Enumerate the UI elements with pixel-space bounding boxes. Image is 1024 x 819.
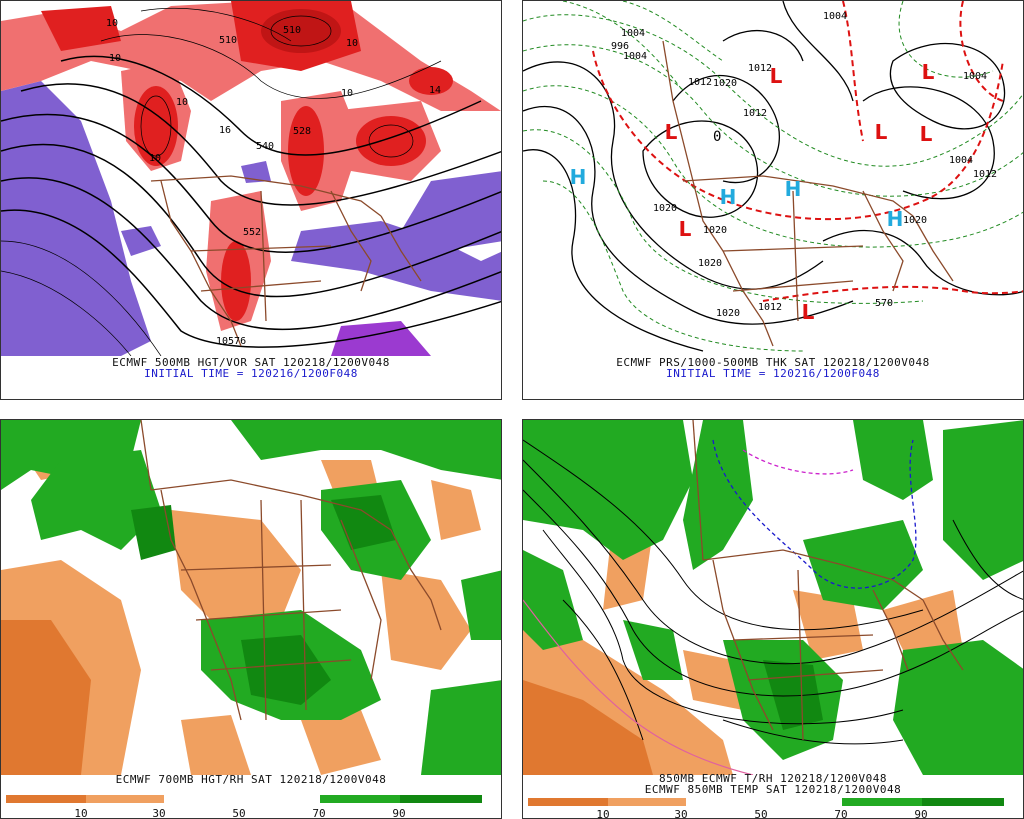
colorbar-segment: [6, 795, 86, 803]
low-pressure-marker: L: [922, 60, 935, 84]
colorbar-tick: 30: [674, 808, 688, 819]
map-850mb: [523, 420, 1023, 775]
high-pressure-marker: H: [785, 177, 802, 201]
colorbar-segment: [608, 798, 686, 806]
colorbar-tick: 10: [74, 807, 88, 819]
init-time: INITIAL TIME = 120216/1200F048: [144, 367, 358, 380]
contour-label: 10: [346, 38, 358, 49]
contour-label: 14: [429, 85, 441, 96]
low-pressure-marker: L: [770, 64, 783, 88]
high-pressure-marker: H: [570, 165, 587, 189]
isobar-label: 996: [611, 41, 629, 52]
colorbar-segment: [528, 798, 608, 806]
panel-title: ECMWF 700MB HGT/RH SAT 120218/1200V048: [115, 773, 387, 786]
panel-title: 850MB ECMWF T/RH 120218/1200V048: [659, 772, 887, 785]
isobar-label: 1020: [903, 215, 927, 226]
isobar-label: 1004: [623, 51, 647, 62]
panel-500mb-vorticity: 10 10 510 510 10 10 10 16 540 528 552 10…: [0, 0, 502, 400]
panel-mslp-thickness: H H H H L L L L L L L 996 1004 1012 1012…: [522, 0, 1024, 400]
contour-label: 528: [293, 126, 311, 137]
colorbar-segment: [164, 795, 320, 803]
isobar-label: 1004: [949, 155, 973, 166]
contour-label: 540: [256, 141, 274, 152]
panel-850mb-temp-rh: 850MB ECMWF T/RH 120218/1200V048 ECMWF 8…: [522, 419, 1024, 819]
isobar-label: 1020: [716, 308, 740, 319]
map-700mb: [1, 420, 501, 775]
panel-title: ECMWF PRS/1000-500MB THK SAT 120218/1200…: [616, 356, 930, 369]
colorbar-tick: 90: [914, 808, 928, 819]
low-pressure-marker: L: [875, 120, 888, 144]
colorbar-tick: 70: [312, 807, 326, 819]
thickness-label: 570: [875, 298, 893, 309]
contour-label: 10: [149, 153, 161, 164]
isobar-label: 1004: [963, 71, 987, 82]
colorbar-tick: 30: [152, 807, 166, 819]
map-mslp: H H H H L L L L L L L 996 1004 1012 1012…: [523, 1, 1023, 356]
low-pressure-marker: L: [920, 122, 933, 146]
contour-label: 510: [219, 35, 237, 46]
isobar-label: 1020: [698, 258, 722, 269]
contour-label: 10: [106, 18, 118, 29]
contour-label: 10576: [216, 336, 246, 347]
contour-label: 552: [243, 227, 261, 238]
panel-subtitle: ECMWF 850MB TEMP SAT 120218/1200V048: [644, 783, 902, 796]
high-pressure-marker: H: [887, 207, 904, 231]
colorbar-segment: [320, 795, 400, 803]
high-pressure-marker: H: [720, 185, 737, 209]
contour-label: 16: [219, 125, 231, 136]
isobar-label: 1012: [973, 169, 997, 180]
colorbar-segment: [86, 795, 164, 803]
colorbar-tick: 90: [392, 807, 406, 819]
low-pressure-marker: L: [679, 217, 692, 241]
isobar-label: 1012: [758, 302, 782, 313]
contour-label: 10: [341, 88, 353, 99]
isobar-label: 1012: [688, 77, 712, 88]
panel-title: ECMWF 500MB HGT/VOR SAT 120218/1200V048: [112, 356, 390, 369]
isobar-label: 1012: [748, 63, 772, 74]
low-pressure-marker: L: [802, 300, 815, 324]
isobar-label: 1012: [743, 108, 767, 119]
contour-label: 510: [283, 25, 301, 36]
rh-colorbar: [528, 798, 1004, 806]
isobar-label: 1004: [621, 28, 645, 39]
colorbar-segment: [922, 798, 1004, 806]
init-time: INITIAL TIME = 120216/1200F048: [666, 367, 880, 380]
isobar-label: 1020: [713, 78, 737, 89]
contour-label: 10: [176, 97, 188, 108]
panel-700mb-rh: ECMWF 700MB HGT/RH SAT 120218/1200V048 1…: [0, 419, 502, 819]
low-pressure-marker: L: [665, 120, 678, 144]
colorbar-tick: 50: [754, 808, 768, 819]
isobar-label: 1004: [823, 11, 847, 22]
colorbar-tick: 50: [232, 807, 246, 819]
colorbar-segment: [686, 798, 842, 806]
isobar-label: 1020: [703, 225, 727, 236]
colorbar-segment: [400, 795, 482, 803]
isobar-label: 1020: [653, 203, 677, 214]
isobar-label: 0: [713, 129, 721, 145]
colorbar-tick: 70: [834, 808, 848, 819]
contour-label: 10: [109, 53, 121, 64]
colorbar-segment: [842, 798, 922, 806]
colorbar-tick: 10: [596, 808, 610, 819]
rh-colorbar: [6, 795, 482, 803]
map-500mb: 10 10 510 510 10 10 10 16 540 528 552 10…: [1, 1, 501, 356]
